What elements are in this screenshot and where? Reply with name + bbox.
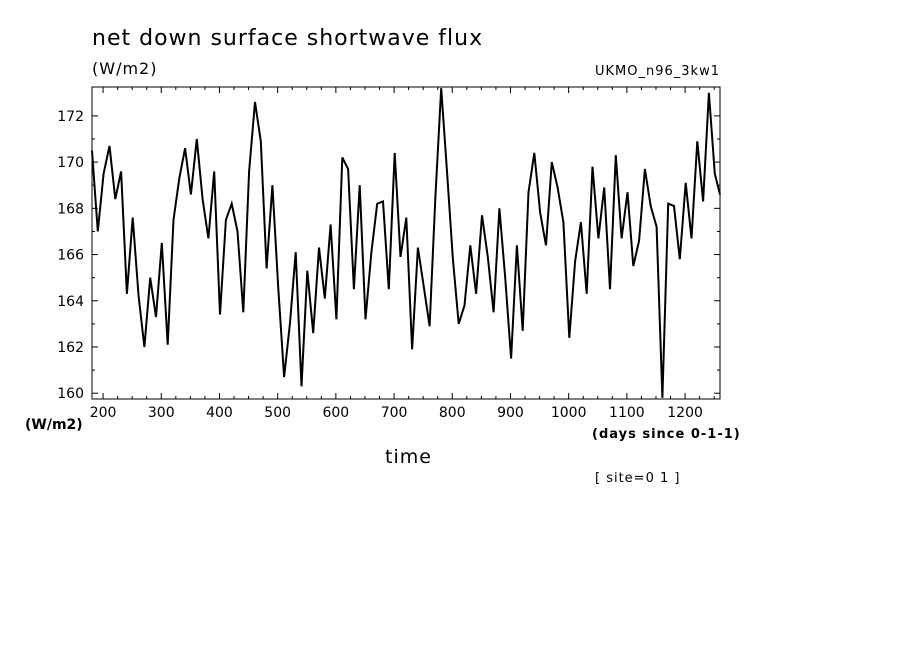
y-tick-label: 164: [57, 294, 84, 310]
y-tick-label: 166: [57, 248, 84, 264]
y-tick-label: 162: [57, 340, 84, 356]
y-tick-label: 160: [57, 386, 84, 402]
x-tick-label: 1200: [667, 405, 703, 421]
y-tick-label: 170: [57, 155, 84, 171]
x-units-label: (days since 0-1-1): [592, 427, 741, 442]
y-tick-label: 168: [57, 201, 84, 217]
x-tick-label: 300: [148, 405, 175, 421]
plot-frame: [91, 86, 721, 400]
x-axis: 200 300 400 500 600 700 800 900 1000 1100 1200: [90, 87, 715, 421]
site-label: [ site=0 1 ]: [595, 471, 680, 486]
x-tick-label: 1100: [609, 405, 645, 421]
chart-title: net down surface shortwave flux: [92, 26, 483, 51]
x-tick-label: 1000: [551, 405, 587, 421]
x-tick-label: 600: [322, 405, 349, 421]
y-tick-label: 172: [57, 109, 84, 125]
x-axis-title: time: [385, 446, 432, 468]
model-label: UKMO_n96_3kw1: [595, 64, 720, 79]
x-tick-label: 200: [90, 405, 117, 421]
x-tick-label: 800: [439, 405, 466, 421]
x-tick-label: 900: [497, 405, 524, 421]
y-axis: 160 162 164 166 168 170 172: [57, 109, 720, 402]
y-unit-top: (W/m2): [92, 59, 157, 78]
series-line: [91, 88, 721, 398]
x-tick-label: 500: [264, 405, 291, 421]
y-unit-bottom: (W/m2): [25, 417, 83, 433]
x-tick-label: 400: [206, 405, 233, 421]
series-group: [91, 88, 721, 398]
x-tick-label: 700: [381, 405, 408, 421]
